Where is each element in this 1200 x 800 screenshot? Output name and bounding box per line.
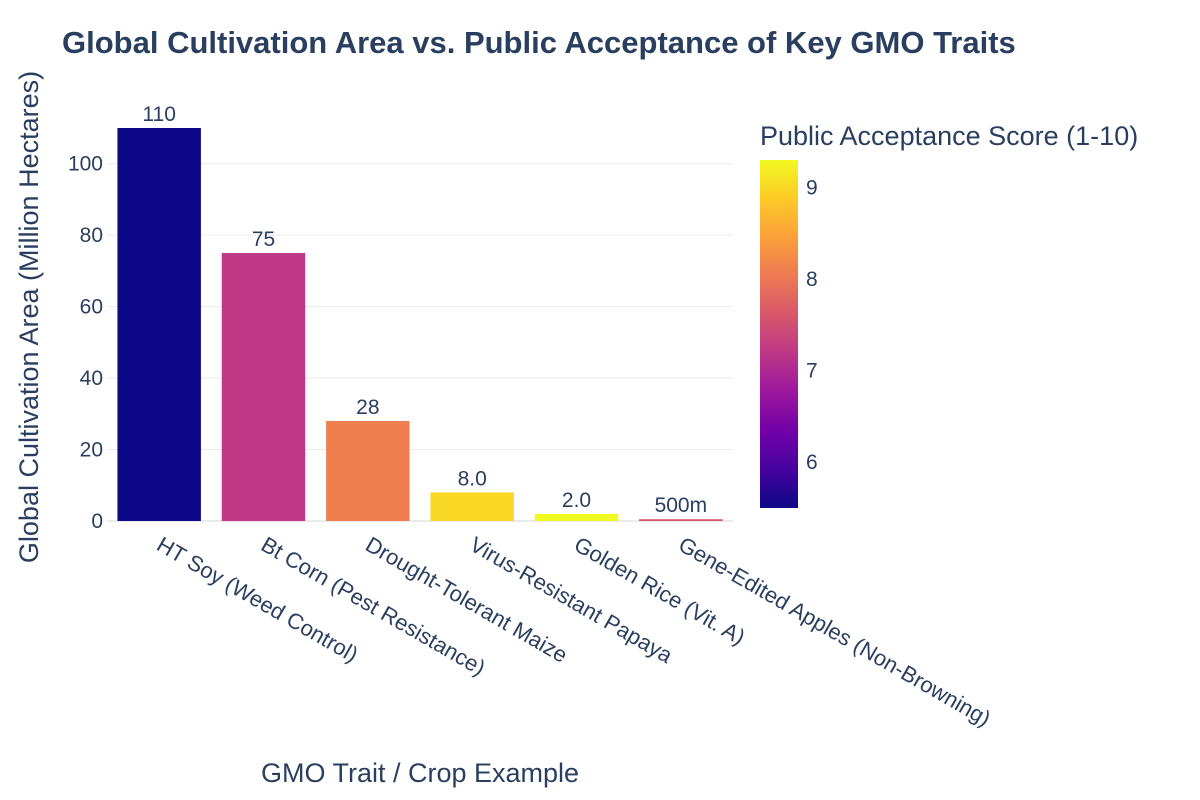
y-tick-label: 100 — [68, 153, 103, 176]
bar — [534, 513, 619, 521]
bar-value-label: 8.0 — [458, 467, 487, 490]
bar — [639, 519, 723, 521]
y-tick-label: 0 — [91, 510, 103, 533]
y-tick-label: 20 — [80, 439, 103, 462]
bar-value-label: 2.0 — [562, 489, 591, 512]
bar — [221, 253, 306, 521]
x-axis-ticks: HT Soy (Weed Control)Bt Corn (Pest Resis… — [153, 532, 995, 732]
colorbar-gradient — [760, 160, 798, 508]
colorbar-tick-label: 8 — [806, 268, 818, 291]
bar-value-label: 110 — [142, 103, 175, 126]
x-tick-label: Golden Rice (Vit. A) — [570, 532, 749, 650]
bar-value-label: 28 — [356, 396, 379, 419]
bar-value-label: 500m — [655, 494, 708, 517]
bar-value-label: 75 — [252, 228, 275, 251]
y-tick-label: 60 — [80, 296, 103, 319]
x-axis-title: GMO Trait / Crop Example — [261, 758, 579, 788]
bar — [430, 492, 514, 521]
chart-title: Global Cultivation Area vs. Public Accep… — [62, 25, 1016, 60]
gridlines — [107, 163, 733, 522]
colorbar-title: Public Acceptance Score (1-10) — [760, 121, 1138, 151]
colorbar-ticks: 6 7 8 9 — [806, 176, 818, 474]
y-tick-label: 80 — [80, 224, 103, 247]
y-axis-ticks: 0 20 40 60 80 100 — [68, 153, 103, 533]
colorbar: Public Acceptance Score (1-10) 6 7 8 9 — [760, 121, 1138, 508]
bars — [117, 128, 723, 521]
bar — [117, 128, 201, 521]
bar — [326, 420, 410, 521]
y-tick-label: 40 — [80, 367, 103, 390]
y-axis-title: Global Cultivation Area (Million Hectare… — [14, 71, 44, 563]
bar-labels: 110 75 28 8.0 2.0 500m — [142, 103, 707, 517]
colorbar-tick-label: 7 — [806, 360, 818, 383]
colorbar-tick-label: 6 — [806, 451, 818, 474]
colorbar-tick-label: 9 — [806, 176, 818, 199]
